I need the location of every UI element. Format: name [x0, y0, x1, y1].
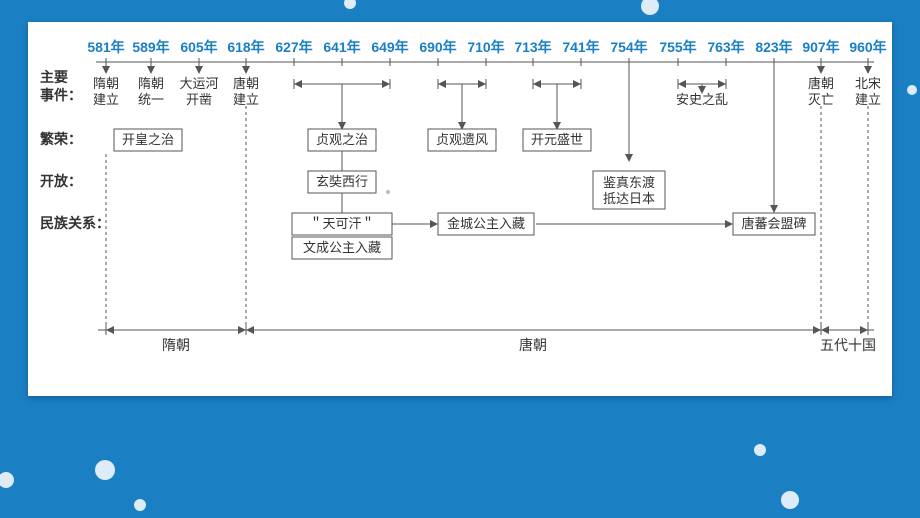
svg-text:隋朝: 隋朝: [162, 337, 190, 353]
svg-text:五代十国: 五代十国: [820, 337, 876, 353]
svg-text:北宋: 北宋: [855, 76, 881, 91]
svg-text:安史之乱: 安史之乱: [676, 92, 728, 107]
svg-text:隋朝: 隋朝: [138, 76, 164, 91]
svg-text:开元盛世: 开元盛世: [531, 132, 583, 147]
svg-text:贞观之治: 贞观之治: [316, 132, 368, 147]
svg-text:建立: 建立: [93, 92, 119, 107]
year-label: 605年: [180, 39, 217, 55]
svg-text:鉴真东渡: 鉴真东渡: [603, 175, 655, 190]
svg-text:＂天可汗＂: ＂天可汗＂: [309, 216, 374, 231]
year-label: 618年: [227, 39, 264, 55]
year-label: 627年: [275, 39, 312, 55]
svg-text:唐朝: 唐朝: [808, 76, 834, 91]
svg-text:抵达日本: 抵达日本: [603, 191, 655, 206]
year-label: 710年: [467, 39, 504, 55]
deco-dot: [0, 472, 14, 488]
svg-text:建立: 建立: [233, 92, 259, 107]
svg-text:隋朝: 隋朝: [93, 76, 119, 91]
year-label: 907年: [802, 39, 839, 55]
svg-text:民族关系：: 民族关系：: [40, 215, 110, 231]
year-label: 755年: [659, 39, 696, 55]
year-label: 589年: [132, 39, 169, 55]
year-label: 823年: [755, 39, 792, 55]
svg-text:开皇之治: 开皇之治: [122, 132, 174, 147]
deco-dot: [781, 491, 799, 509]
year-label: 960年: [849, 39, 886, 55]
year-label: 754年: [610, 39, 647, 55]
year-label: 763年: [707, 39, 744, 55]
svg-text:玄奘西行: 玄奘西行: [316, 174, 368, 189]
svg-text:文成公主入藏: 文成公主入藏: [303, 240, 381, 255]
year-label: 741年: [562, 39, 599, 55]
svg-text:唐朝: 唐朝: [519, 337, 547, 353]
svg-text:繁荣：: 繁荣：: [39, 131, 82, 147]
svg-text:唐蕃会盟碑: 唐蕃会盟碑: [741, 216, 806, 231]
deco-dot: [134, 499, 146, 511]
year-label: 713年: [514, 39, 551, 55]
year-label: 649年: [371, 39, 408, 55]
svg-text:贞观遗风: 贞观遗风: [436, 132, 488, 147]
deco-dot: [907, 85, 917, 95]
year-label: 581年: [87, 39, 124, 55]
svg-text:建立: 建立: [855, 92, 881, 107]
year-label: 641年: [323, 39, 360, 55]
svg-text:开放：: 开放：: [40, 173, 82, 189]
svg-text:灭亡: 灭亡: [808, 92, 834, 107]
deco-dot: [641, 0, 659, 15]
deco-dot: [95, 460, 115, 480]
svg-text:大运河: 大运河: [179, 76, 218, 91]
svg-text:统一: 统一: [138, 92, 164, 107]
deco-dot: [754, 444, 766, 456]
svg-text:金城公主入藏: 金城公主入藏: [447, 216, 525, 231]
svg-text:开凿: 开凿: [186, 92, 212, 107]
svg-text:主要: 主要: [40, 69, 68, 85]
diagram-panel: 581年 589年 605年 618年 627年 641年 649年 690年 710年 713年…: [28, 22, 892, 396]
timeline-svg: 581年 589年 605年 618年 627年 641年 649年 690年 710年 713年…: [28, 22, 892, 396]
year-label: 690年: [419, 39, 456, 55]
svg-text:唐朝: 唐朝: [233, 76, 259, 91]
deco-dot: [344, 0, 356, 9]
svg-text:事件：: 事件：: [40, 87, 82, 103]
